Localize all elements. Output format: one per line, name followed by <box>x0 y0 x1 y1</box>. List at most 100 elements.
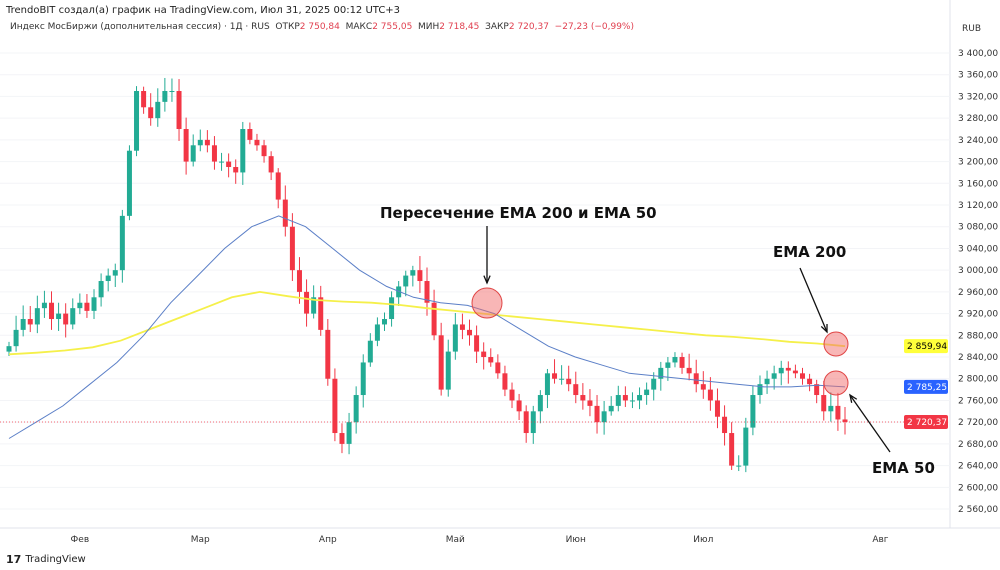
candle-body <box>509 389 515 401</box>
high-label: МАКС <box>345 22 373 32</box>
candle <box>346 412 352 455</box>
candle <box>778 360 784 386</box>
x-tick-label: Мар <box>191 535 210 545</box>
candle <box>410 265 416 287</box>
candle-body <box>679 357 685 368</box>
candle <box>672 352 678 368</box>
candle <box>608 396 614 416</box>
candle-body <box>502 373 508 390</box>
tradingview-logo[interactable]: 17 TradingView <box>6 553 86 566</box>
candle <box>204 130 210 153</box>
candle <box>530 405 536 444</box>
candle <box>799 367 805 385</box>
y-tick-label: 3 400,00 <box>958 49 998 59</box>
candle-body <box>346 422 352 444</box>
candle <box>679 352 685 374</box>
candle-body <box>410 270 416 276</box>
x-tick-label: Авг <box>872 535 888 545</box>
candle <box>502 365 508 397</box>
candle-body <box>566 378 572 385</box>
candle <box>488 348 494 367</box>
low-value: 2 718,45 <box>439 22 480 32</box>
candle-body <box>658 367 664 379</box>
candle <box>304 279 310 327</box>
currency-label: RUB <box>962 24 982 34</box>
candle-body <box>587 400 593 406</box>
candle-body <box>495 362 501 374</box>
candle <box>63 303 69 338</box>
candle-body <box>254 139 260 146</box>
candle <box>226 153 232 178</box>
x-tick-label: Фев <box>71 535 90 545</box>
candle-body <box>183 129 189 162</box>
symbol-name: Индекс МосБиржи (дополнительная сессия) … <box>10 22 270 32</box>
candle <box>601 400 607 435</box>
candle <box>367 333 373 367</box>
candle <box>261 139 267 163</box>
change-value: −27,23 (−0,99%) <box>554 22 634 32</box>
candle-body <box>112 270 118 276</box>
candle-body <box>807 378 813 385</box>
candle-body <box>360 362 366 396</box>
candle-body <box>332 378 338 434</box>
candle-body <box>559 378 565 380</box>
candle-body <box>467 329 473 336</box>
candle-body <box>622 395 628 401</box>
y-tick-label: 3 000,00 <box>958 266 998 276</box>
candle <box>247 122 253 145</box>
candle <box>573 371 579 404</box>
candle <box>495 354 501 379</box>
candle <box>757 375 763 404</box>
high-value: 2 755,05 <box>372 22 413 32</box>
candle-body <box>516 400 522 412</box>
candle <box>637 387 643 410</box>
candle <box>693 359 699 393</box>
candle <box>219 152 225 171</box>
candle-body <box>396 286 402 298</box>
candle <box>190 134 196 167</box>
candle <box>70 298 76 330</box>
candle <box>452 313 458 360</box>
open-value: 2 750,84 <box>299 22 340 32</box>
candle-body <box>226 161 232 168</box>
candle <box>644 382 650 405</box>
candle <box>353 386 359 434</box>
candle <box>318 285 324 336</box>
candle <box>325 319 331 386</box>
candle-body <box>70 308 76 325</box>
candle-body <box>523 411 529 434</box>
y-tick-label: 2 760,00 <box>958 396 998 406</box>
candle <box>34 295 40 334</box>
candle <box>240 121 246 185</box>
candle <box>821 380 827 421</box>
candle-body <box>615 395 621 406</box>
annotation-cross: Пересечение EMA 200 и EMA 50 <box>380 204 657 222</box>
candle <box>417 256 423 293</box>
candle <box>467 319 473 346</box>
arrow-ema200-head <box>820 323 828 334</box>
candle <box>445 339 451 397</box>
candle-body <box>13 329 19 347</box>
y-tick-label: 2 800,00 <box>958 375 998 385</box>
candle-body <box>27 319 33 325</box>
candle <box>594 395 600 434</box>
logo-icon: 17 <box>6 553 22 566</box>
y-tick-label: 3 160,00 <box>958 179 998 189</box>
candle <box>750 385 756 436</box>
candle-body <box>651 378 657 390</box>
candle <box>474 325 480 363</box>
last-price-label: 2 720,37 <box>907 418 947 428</box>
candle-body <box>282 199 288 227</box>
candle-body <box>325 329 331 379</box>
highlight-circle <box>823 331 849 357</box>
candle <box>126 145 132 221</box>
candle-body <box>757 384 763 396</box>
highlight-circle <box>823 370 849 396</box>
candle-body <box>197 139 203 146</box>
candle <box>268 151 274 181</box>
candle <box>566 365 572 392</box>
y-tick-label: 3 320,00 <box>958 92 998 102</box>
candle <box>27 305 33 333</box>
candle-body <box>771 373 777 379</box>
